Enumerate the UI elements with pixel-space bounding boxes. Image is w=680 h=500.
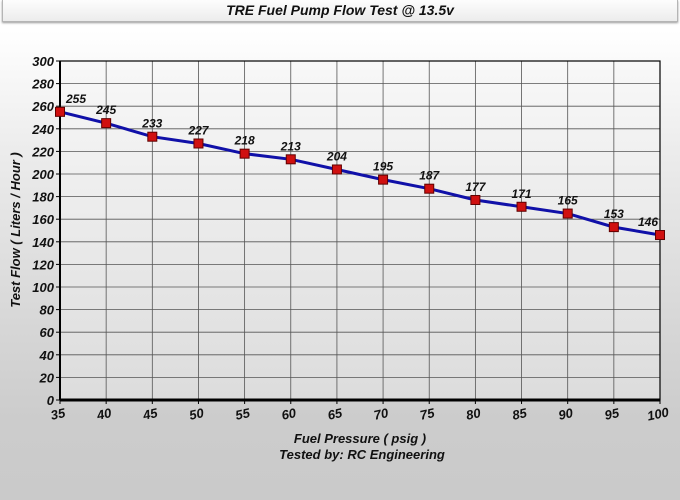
chart-title: TRE Fuel Pump Flow Test @ 13.5v bbox=[2, 0, 678, 22]
x-axis-title: Fuel Pressure ( psig ) bbox=[294, 431, 426, 446]
data-point bbox=[55, 106, 65, 117]
data-point bbox=[331, 164, 342, 175]
x-tick-label: 35 bbox=[49, 405, 67, 423]
y-tick-label: 0 bbox=[47, 393, 55, 408]
y-tick-label: 80 bbox=[40, 303, 55, 318]
x-tick-label: 40 bbox=[94, 405, 113, 423]
y-tick-label: 300 bbox=[32, 54, 54, 69]
data-label: 233 bbox=[141, 117, 162, 131]
data-label: 153 bbox=[604, 207, 624, 221]
x-tick-label: 65 bbox=[326, 405, 344, 423]
y-tick-label: 160 bbox=[32, 212, 54, 227]
data-point bbox=[516, 201, 527, 212]
y-tick-label: 120 bbox=[32, 257, 54, 272]
data-label: 204 bbox=[326, 149, 347, 163]
x-tick-label: 45 bbox=[141, 405, 160, 423]
data-label: 177 bbox=[465, 180, 486, 194]
y-tick-label: 180 bbox=[32, 190, 54, 205]
data-point bbox=[608, 222, 619, 233]
x-tick-label: 75 bbox=[419, 405, 437, 423]
y-tick-label: 220 bbox=[31, 144, 54, 159]
y-tick-label: 240 bbox=[31, 122, 54, 137]
data-point bbox=[239, 148, 250, 159]
plot-area bbox=[60, 61, 660, 400]
data-label: 171 bbox=[512, 187, 532, 201]
data-point bbox=[470, 194, 481, 205]
data-point bbox=[378, 174, 389, 185]
data-label: 218 bbox=[234, 134, 255, 148]
y-tick-label: 60 bbox=[40, 325, 55, 340]
x-tick-label: 100 bbox=[646, 404, 671, 423]
x-tick-label: 70 bbox=[372, 405, 390, 423]
y-tick-label: 20 bbox=[39, 370, 55, 385]
x-tick-label: 60 bbox=[280, 405, 298, 423]
x-tick-label: 80 bbox=[465, 405, 483, 423]
series-line bbox=[59, 110, 661, 237]
y-tick-label: 200 bbox=[31, 167, 54, 182]
data-point bbox=[655, 230, 665, 241]
y-tick-label: 280 bbox=[31, 77, 54, 92]
x-tick-label: 95 bbox=[603, 405, 621, 423]
x-tick-label: 50 bbox=[188, 405, 206, 423]
data-point bbox=[193, 138, 204, 149]
data-label: 146 bbox=[638, 215, 658, 229]
data-label: 245 bbox=[95, 103, 116, 117]
y-tick-label: 100 bbox=[32, 280, 54, 295]
y-tick-label: 140 bbox=[32, 235, 54, 250]
y-tick-label: 260 bbox=[31, 99, 54, 114]
x-tick-label: 85 bbox=[511, 405, 529, 423]
data-label: 187 bbox=[419, 169, 440, 183]
data-label: 195 bbox=[373, 160, 393, 174]
data-label: 165 bbox=[558, 194, 578, 208]
x-tick-label: 90 bbox=[557, 405, 575, 423]
data-point bbox=[147, 131, 158, 142]
data-label: 213 bbox=[280, 139, 301, 153]
y-tick-label: 40 bbox=[39, 348, 55, 363]
data-label: 227 bbox=[187, 123, 209, 137]
chart-subtitle: Tested by: RC Engineering bbox=[279, 447, 445, 462]
data-label: 255 bbox=[65, 92, 86, 106]
y-axis-title: Test Flow ( Liters / Hour ) bbox=[8, 152, 23, 308]
x-tick-label: 55 bbox=[234, 405, 252, 423]
data-point bbox=[101, 118, 112, 129]
data-point bbox=[424, 183, 435, 194]
data-point bbox=[562, 208, 573, 219]
data-point bbox=[285, 154, 296, 165]
